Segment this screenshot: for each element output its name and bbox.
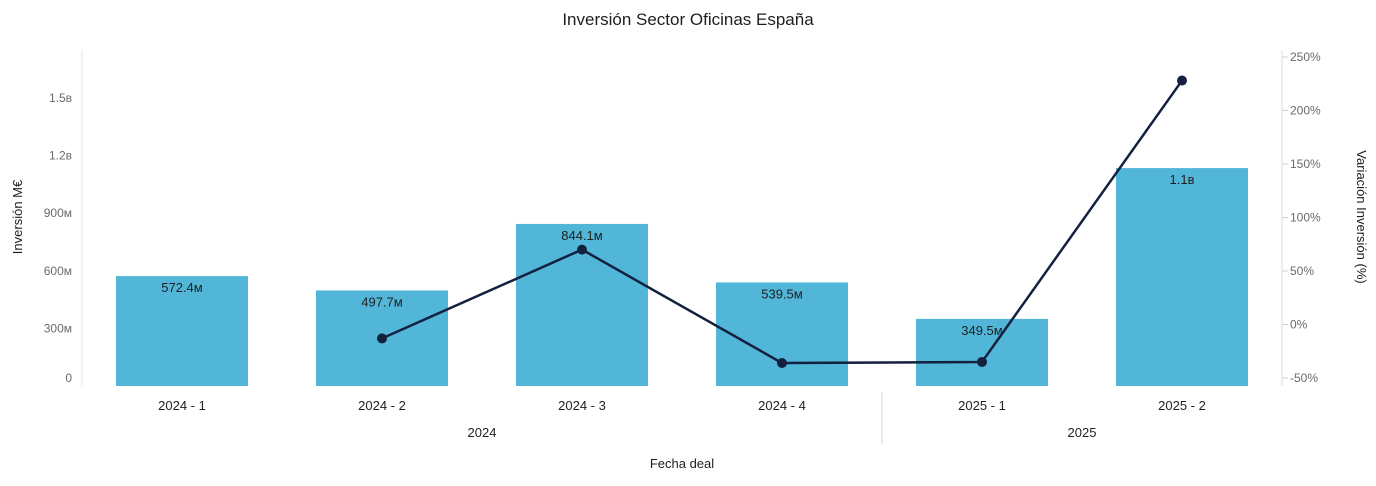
bar-data-label: 1.1в [1170, 172, 1195, 187]
category-label: 2024 - 3 [558, 398, 606, 413]
right-tick-label: 0% [1290, 318, 1308, 332]
line-point[interactable] [777, 358, 787, 369]
x-axis-title: Fecha deal [650, 456, 714, 471]
left-tick-label: 900м [44, 206, 72, 220]
bar-data-label: 572.4м [161, 280, 203, 295]
line-point[interactable] [1177, 75, 1187, 86]
left-axis-ticks: 0 300м 600м 900м 1.2в 1.5в [44, 91, 73, 385]
line-series [377, 75, 1187, 369]
category-label: 2024 - 2 [358, 398, 406, 413]
bar[interactable] [116, 276, 248, 386]
left-tick-label: 1.2в [49, 149, 72, 163]
group-labels: 2024 2025 [468, 425, 1097, 440]
bar-data-label: 497.7м [361, 294, 403, 309]
left-tick-label: 600м [44, 264, 72, 278]
line-point[interactable] [977, 356, 987, 367]
group-label: 2024 [468, 425, 497, 440]
chart-title: Inversión Sector Oficinas España [562, 10, 814, 29]
right-tick-label: 200% [1290, 104, 1321, 118]
category-labels: 2024 - 1 2024 - 2 2024 - 3 2024 - 4 2025 - 1… [158, 398, 1206, 413]
bar-series [116, 168, 1248, 386]
category-label: 2025 - 2 [1158, 398, 1206, 413]
bar-data-labels: 572.4м 497.7м 844.1м 539.5м 349.5м 1.1в [161, 172, 1194, 338]
line-point[interactable] [377, 333, 387, 344]
category-label: 2025 - 1 [958, 398, 1006, 413]
bar-data-label: 844.1м [561, 228, 603, 243]
bar[interactable] [916, 318, 1048, 386]
bar[interactable] [716, 282, 848, 386]
group-label: 2025 [1068, 425, 1097, 440]
right-tick-label: 50% [1290, 264, 1314, 278]
right-tick-label: 250% [1290, 50, 1321, 64]
bar-data-label: 349.5м [961, 323, 1003, 338]
right-tick-label: 100% [1290, 211, 1321, 225]
category-label: 2024 - 1 [158, 398, 206, 413]
right-tick-label: 150% [1290, 157, 1321, 171]
line-point[interactable] [577, 244, 587, 255]
left-tick-label: 300м [44, 321, 72, 335]
right-axis-ticks: -50% 0% 50% 100% 150% 200% 250% [1282, 50, 1321, 385]
y-axis-title-left: Inversión M€ [10, 179, 25, 254]
bar[interactable] [1116, 168, 1248, 386]
left-tick-label: 1.5в [49, 91, 72, 105]
category-label: 2024 - 4 [758, 398, 806, 413]
y-axis-title-right: Variación Inversión (%) [1354, 150, 1369, 283]
right-tick-label: -50% [1290, 371, 1318, 385]
left-tick-label: 0 [65, 371, 72, 385]
bar-data-label: 539.5м [761, 286, 803, 301]
